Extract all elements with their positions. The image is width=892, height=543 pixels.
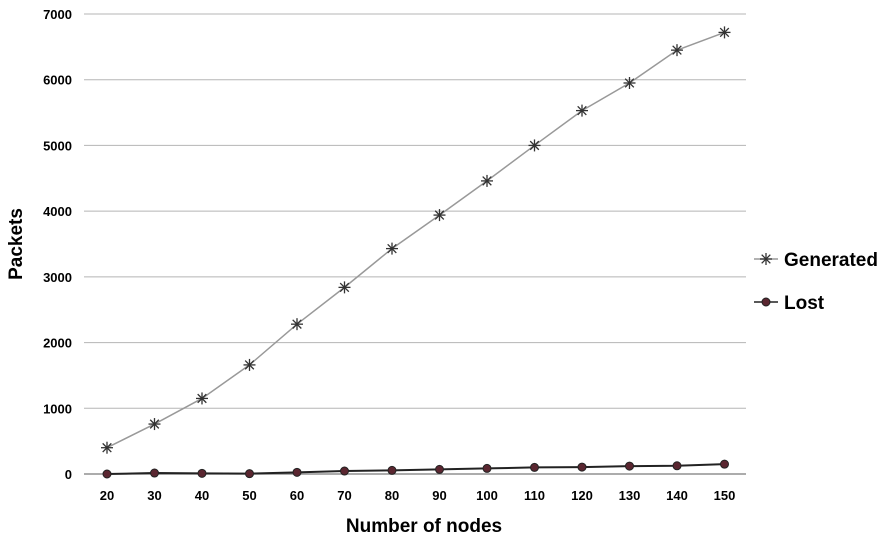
series-line-lost xyxy=(106,463,725,475)
point-lost xyxy=(245,469,254,479)
point-lost xyxy=(720,459,729,469)
point-lost xyxy=(197,468,207,478)
point-lost xyxy=(435,464,444,474)
y-tick-label: 5000 xyxy=(43,138,72,153)
point-lost xyxy=(625,461,634,471)
x-tick-label: 70 xyxy=(337,488,351,503)
x-tick-label: 30 xyxy=(147,488,161,503)
legend-generated-label: Generated xyxy=(784,250,878,271)
point-lost xyxy=(102,469,112,479)
x-tick-label: 80 xyxy=(385,488,399,503)
x-tick-label: 140 xyxy=(666,488,688,503)
y-tick-label: 2000 xyxy=(43,336,72,351)
x-tick-label: 40 xyxy=(195,488,209,503)
legend-item-generated: Generated xyxy=(754,250,878,271)
y-tick-label: 1000 xyxy=(43,401,72,416)
point-generated xyxy=(338,281,351,294)
point-lost xyxy=(150,468,159,478)
point-generated xyxy=(576,104,588,117)
gridlines xyxy=(84,13,746,409)
point-lost xyxy=(387,465,397,475)
series-line-generated xyxy=(106,31,725,449)
point-generated xyxy=(148,418,161,431)
y-tick-label: 3000 xyxy=(43,270,72,285)
point-lost xyxy=(577,462,587,472)
x-axis-title: Number of nodes xyxy=(346,516,502,537)
series-generated xyxy=(101,26,731,454)
y-tick-label: 7000 xyxy=(43,7,72,22)
point-lost xyxy=(530,462,539,472)
point-lost xyxy=(340,466,349,476)
legend-lost-marker-icon xyxy=(761,297,771,307)
x-tick-label: 20 xyxy=(100,488,114,503)
point-generated xyxy=(243,358,256,371)
point-generated xyxy=(433,209,446,222)
legend-lost-label: Lost xyxy=(784,293,825,314)
legend: Generated Lost xyxy=(754,250,878,314)
point-generated xyxy=(386,242,398,255)
point-lost xyxy=(482,463,492,473)
x-tick-label: 110 xyxy=(524,488,545,503)
legend-asterisk xyxy=(760,253,772,265)
y-tick-label: 4000 xyxy=(43,204,72,219)
y-axis-title: Packets xyxy=(6,208,27,280)
y-tick-labels: 0 1000 2000 3000 4000 5000 6000 7000 xyxy=(43,7,72,482)
legend-generated-marker-icon xyxy=(760,253,772,265)
point-generated xyxy=(291,318,303,331)
point-lost xyxy=(292,467,302,477)
x-tick-labels: 20 30 40 50 60 70 80 90 100 110 120 130 140 150 xyxy=(100,488,736,503)
point-generated xyxy=(671,44,683,57)
x-tick-label: 90 xyxy=(432,488,446,503)
y-tick-label: 0 xyxy=(65,467,72,482)
point-generated xyxy=(196,392,208,405)
y-tick-label: 6000 xyxy=(43,73,72,88)
series xyxy=(101,26,731,479)
x-tick-label: 150 xyxy=(714,488,736,503)
point-lost xyxy=(672,461,682,471)
point-generated xyxy=(623,77,636,89)
point-generated xyxy=(481,174,493,187)
x-tick-label: 50 xyxy=(242,488,256,503)
series-lost xyxy=(102,459,729,479)
x-tick-label: 60 xyxy=(290,488,304,503)
legend-item-lost: Lost xyxy=(754,293,825,314)
x-tick-label: 130 xyxy=(619,488,641,503)
x-tick-label: 100 xyxy=(476,488,498,503)
x-tick-label: 120 xyxy=(571,488,593,503)
point-generated xyxy=(101,441,113,454)
point-generated xyxy=(718,26,731,39)
point-generated xyxy=(528,139,541,152)
